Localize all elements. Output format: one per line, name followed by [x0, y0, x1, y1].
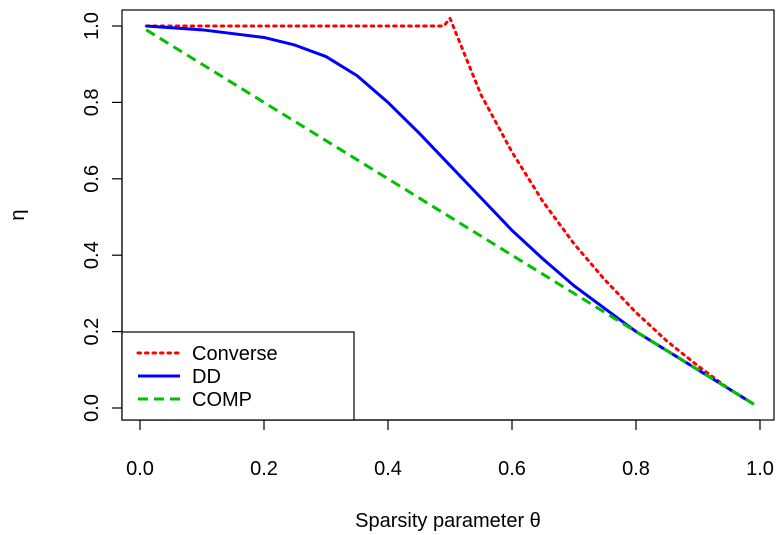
x-axis-title: Sparsity parameter θ — [355, 510, 541, 532]
series-line-comp — [145, 28, 755, 406]
x-axis: 0.0 0.2 0.4 0.6 0.8 1.0 — [126, 419, 774, 480]
y-tick-label: 1.0 — [81, 12, 103, 40]
series-line-converse — [144, 16, 756, 406]
legend-label-comp: COMP — [192, 389, 252, 411]
legend-label-dd: DD — [192, 366, 221, 388]
y-tick-label: 0.8 — [81, 88, 103, 116]
legend: Converse DD COMP — [121, 331, 355, 421]
x-tick-label: 1.0 — [746, 458, 774, 480]
legend-label-converse: Converse — [192, 343, 278, 365]
legend-box — [121, 331, 355, 421]
x-tick-label: 0.4 — [374, 458, 402, 480]
y-tick-label: 0.0 — [81, 394, 103, 422]
x-tick-label: 0.0 — [126, 458, 154, 480]
y-axis: 0.0 0.2 0.4 0.6 0.8 1.0 — [81, 12, 123, 422]
series-layer — [144, 16, 756, 406]
x-tick-label: 0.2 — [250, 458, 278, 480]
x-tick-label: 0.6 — [498, 458, 526, 480]
y-tick-label: 0.2 — [81, 318, 103, 346]
y-tick-label: 0.6 — [81, 165, 103, 193]
y-tick-label: 0.4 — [81, 241, 103, 269]
x-tick-label: 0.8 — [622, 458, 650, 480]
y-axis-title: η — [7, 209, 29, 220]
